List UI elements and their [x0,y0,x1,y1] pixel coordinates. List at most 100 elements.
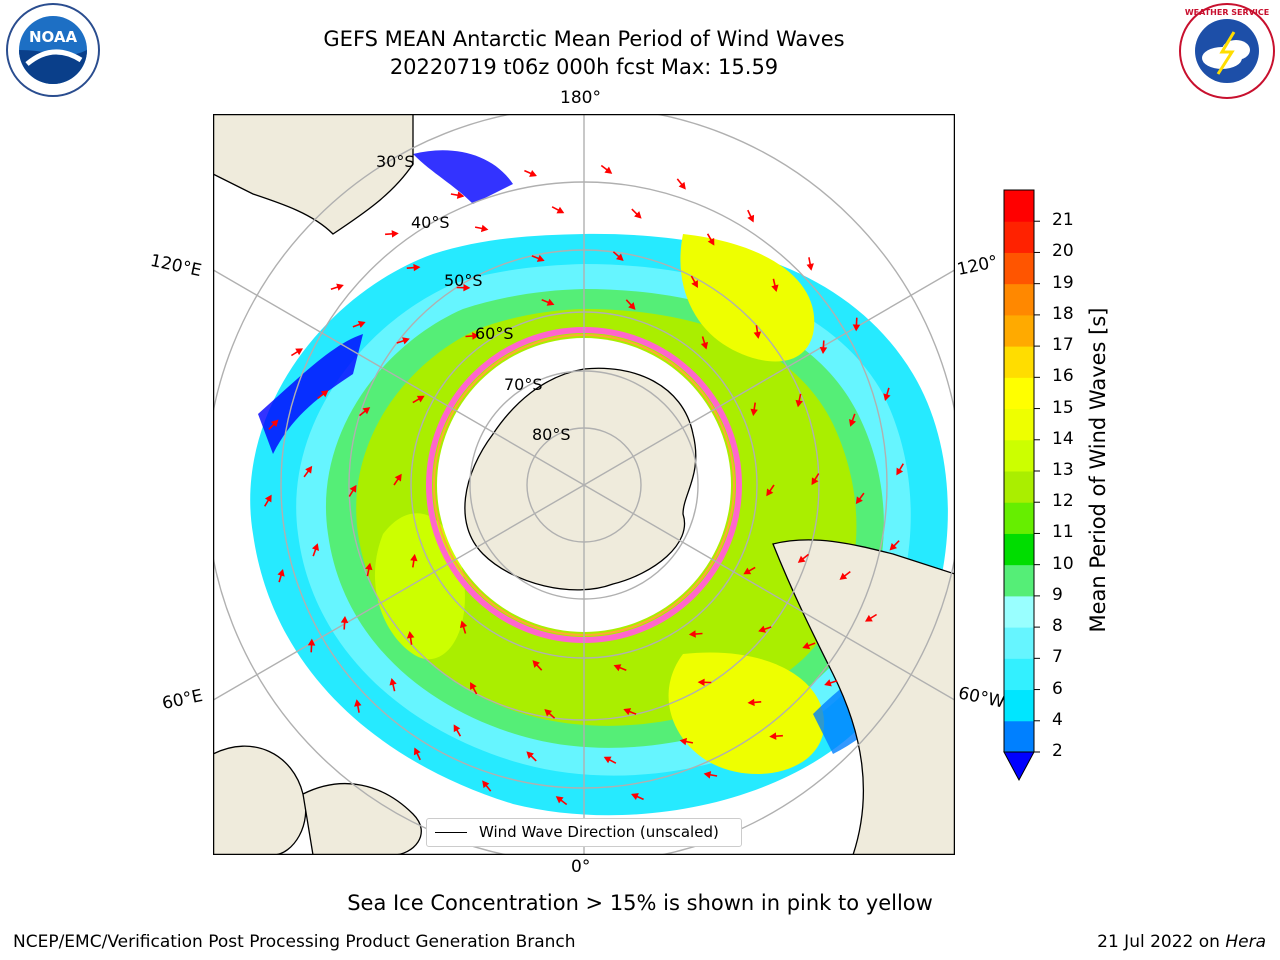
wave-direction-arrowhead [357,320,366,328]
legend-line-sample [435,832,467,833]
wave-direction-arrowhead [896,467,904,476]
wave-direction-arrowhead [802,642,811,650]
wave-direction-arrowhead [691,280,698,288]
colorbar-segment [1004,533,1034,566]
colorbar-tick: 15 [1052,397,1074,418]
wave-direction-arrowhead [688,630,696,638]
wave-direction-arrowhead [459,620,468,629]
wave-direction-arrowhead [753,331,762,339]
wave-direction-arrowhead [536,254,545,262]
wave-direction-arrowhead [839,572,848,580]
wave-direction-arrowhead [389,677,397,686]
colorbar-segment [1004,502,1034,534]
wave-direction-arrowhead [806,263,814,271]
wave-direction-arrowhead [406,631,415,639]
wave-direction-arrowhead [362,407,371,415]
colorbar-segment [1004,190,1034,222]
wave-direction-arrowhead [889,543,898,551]
chart-subtitle: 20220719 t06z 000h fcst Max: 15.59 [389,55,779,79]
colorbar-tick: 21 [1052,210,1074,231]
polar-map [213,114,955,855]
wave-direction-arrowhead [544,709,552,717]
wave-direction-arrowhead [365,562,373,571]
wave-direction-arrowhead [413,747,421,756]
wave-direction-arrowhead [340,615,349,623]
colorbar-tick: 17 [1052,335,1074,356]
lon-label-120w: 120° [955,251,1000,281]
colorbar-tick: 18 [1052,303,1074,324]
colorbar-segment [1004,689,1034,722]
wave-direction-arrowhead [349,484,357,493]
colorbar-tick: 14 [1052,428,1074,449]
lon-label-120e: 120°E [148,250,204,282]
wave-direction-arrowhead [697,678,705,687]
lon-label-60e: 60°E [160,685,205,715]
wave-direction-arrowhead [771,284,779,293]
colorbar-segment [1004,471,1034,503]
wave-direction-arrowhead [295,348,304,356]
wave-direction-arrowhead [555,796,564,804]
sea-ice-caption: Sea Ice Concentration > 15% is shown in … [347,891,933,915]
colorbar-segment [1004,346,1034,378]
lat-label-40s: 40°S [411,213,450,232]
wave-direction-arrowhead [795,399,803,408]
wave-direction-arrowhead [797,555,806,563]
wave-direction-arrowhead [320,390,329,398]
wave-direction-arrowhead [623,708,632,716]
colorbar-segment [1004,408,1034,441]
lat-label-50s: 50°S [444,271,483,290]
generation-date-text: 21 Jul 2022 on [1097,932,1226,952]
colorbar-segment [1004,221,1034,253]
colorbar-tick: 16 [1052,366,1074,387]
colorbar-tick: 10 [1052,553,1074,574]
noaa-logo-text: NOAA [29,28,78,46]
wave-direction-arrowhead [480,224,489,233]
colorbar-tick: 4 [1052,709,1063,730]
colorbar-segment [1004,720,1034,753]
wave-direction-arrowhead [634,211,642,219]
map-legend: Wind Wave Direction (unscaled) [426,818,742,847]
legend-label: Wind Wave Direction (unscaled) [479,823,719,841]
wave-direction-arrowhead [628,302,636,310]
wave-direction-arrowhead [678,181,686,190]
graticule [213,114,955,855]
wave-direction-arrowhead [824,679,832,687]
lat-label-70s: 70°S [504,375,543,394]
colorbar-tick: 7 [1052,647,1063,668]
wave-direction-arrowhead [482,780,490,789]
colorbar-tick: 2 [1052,741,1063,761]
host-name: Hera [1225,932,1266,952]
lat-label-30s: 30°S [376,152,415,171]
wind-wave-arrows [264,164,904,806]
wave-direction-arrowhead [556,206,565,214]
wave-direction-arrowhead [305,465,313,474]
producer-credit: NCEP/EMC/Verification Post Processing Pr… [13,932,576,952]
colorbar-segment [1004,314,1034,347]
wave-direction-arrowhead [679,737,688,746]
wave-direction-arrowhead [811,477,819,486]
colorbar-tick: 11 [1052,522,1074,543]
wave-direction-arrowhead [391,230,399,238]
wave-direction-arrowhead [758,625,766,633]
wave-direction-arrowhead [336,283,344,291]
wave-direction-arrowhead [750,408,758,417]
wave-direction-arrowhead [766,488,774,497]
colorbar-segment [1004,658,1034,691]
wave-direction-arrowhead [819,347,828,355]
wave-direction-arrowhead [852,324,861,332]
wave-direction-arrowhead [700,341,709,350]
wave-direction-arrowhead [613,664,622,672]
lon-label-180: 180° [560,88,601,108]
wave-direction-arrowhead [394,473,402,482]
wave-direction-arrowhead [532,660,540,668]
wave-direction-arrowhead [526,751,534,759]
colorbar-label: Mean Period of Wind Waves [s] [1086,307,1110,633]
svg-text:WEATHER SERVICE: WEATHER SERVICE [1185,8,1269,17]
wave-direction-arrowhead [307,638,316,646]
wave-direction-arrowhead [604,166,613,174]
wave-direction-arrowhead [855,496,863,505]
colorbar-segment [1004,283,1034,316]
map-frame [213,114,955,855]
wave-direction-arrowhead [453,724,461,733]
wave-direction-arrowhead [463,283,471,292]
